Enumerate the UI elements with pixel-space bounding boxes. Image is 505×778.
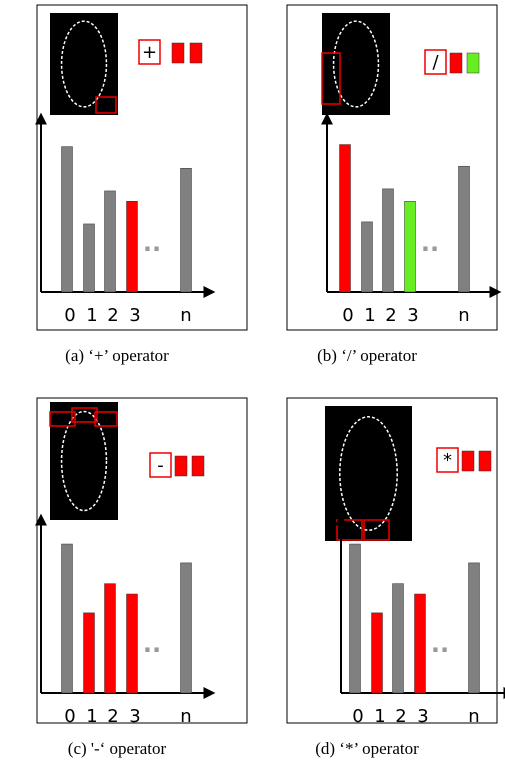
bar: [372, 613, 383, 693]
bar: [459, 166, 470, 292]
gap-label: ..: [421, 229, 439, 257]
operator: -: [157, 455, 164, 476]
bar: [405, 201, 416, 292]
indicator: [479, 451, 491, 471]
x-tick-label: n: [468, 706, 479, 727]
indicator: [467, 53, 479, 73]
x-tick-label: 1: [374, 706, 385, 727]
bar: [362, 222, 373, 292]
x-tick-label: n: [458, 305, 469, 326]
x-tick-label: 2: [107, 305, 118, 326]
contour-image: [50, 402, 118, 520]
caption: (a) ‘+’ operator: [65, 346, 169, 365]
x-tick-label: 3: [129, 706, 140, 727]
indicator: [190, 43, 202, 63]
bar: [127, 201, 138, 292]
bar: [62, 147, 73, 292]
bar: [393, 584, 404, 693]
bar: [340, 145, 351, 292]
x-tick-label: 3: [417, 706, 428, 727]
indicator: [172, 43, 184, 63]
bar: [350, 544, 361, 693]
bar: [127, 594, 138, 693]
bar: [181, 168, 192, 292]
x-tick-label: 1: [86, 305, 97, 326]
x-tick-label: n: [180, 305, 191, 326]
indicator: [192, 456, 204, 476]
gap-label: ..: [143, 229, 161, 257]
indicator: [450, 53, 462, 73]
figure: +0123..n(a) ‘+’ operator/0123..n(b) ‘/’ …: [0, 0, 505, 778]
x-tick-label: 0: [342, 305, 353, 326]
x-tick-label: 0: [64, 305, 75, 326]
bar: [84, 224, 95, 292]
caption: (d) ‘*’ operator: [315, 739, 419, 758]
x-tick-label: 3: [129, 305, 140, 326]
indicator: [175, 456, 187, 476]
indicator: [462, 451, 474, 471]
bar: [62, 544, 73, 693]
bar: [181, 563, 192, 693]
operator: *: [443, 450, 452, 471]
x-tick-label: 0: [352, 706, 363, 727]
operator: +: [142, 42, 157, 63]
contour-image: [322, 13, 390, 115]
x-tick-label: 0: [64, 706, 75, 727]
bar: [415, 594, 426, 693]
bar: [383, 189, 394, 292]
operator: /: [432, 52, 439, 73]
bar: [469, 563, 480, 693]
contour-image: [50, 13, 118, 115]
x-tick-label: n: [180, 706, 191, 727]
x-tick-label: 2: [385, 305, 396, 326]
x-tick-label: 1: [86, 706, 97, 727]
bar: [105, 584, 116, 693]
x-tick-label: 2: [107, 706, 118, 727]
caption: (c) '-‘ operator: [68, 739, 167, 758]
gap-label: ..: [431, 630, 449, 658]
x-tick-label: 1: [364, 305, 375, 326]
x-tick-label: 2: [395, 706, 406, 727]
bar: [105, 191, 116, 292]
bar: [84, 613, 95, 693]
caption: (b) ‘/’ operator: [317, 346, 417, 365]
gap-label: ..: [143, 630, 161, 658]
x-tick-label: 3: [407, 305, 418, 326]
